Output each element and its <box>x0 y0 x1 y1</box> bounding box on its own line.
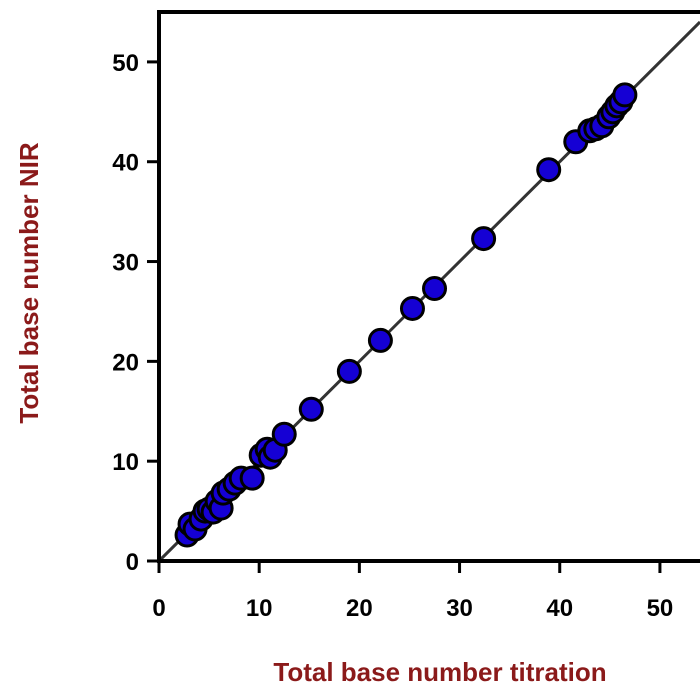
x-axis-title: Total base number titration <box>273 657 606 687</box>
data-point <box>422 275 448 301</box>
data-point <box>536 157 562 183</box>
data-point <box>239 465 265 491</box>
axes <box>157 10 700 563</box>
x-tick-label: 0 <box>152 595 165 622</box>
ticks: 0 10 20 30 40 50 0 10 20 30 40 50 <box>112 50 673 622</box>
x-tick-label: 50 <box>647 595 674 622</box>
y-tick-label: 10 <box>112 449 139 476</box>
data-points <box>174 82 638 548</box>
data-point <box>271 421 297 447</box>
x-tick-label: 40 <box>546 595 573 622</box>
data-point <box>298 396 324 422</box>
y-axis-title: Total base number NIR <box>14 142 44 423</box>
y-tick-label: 40 <box>112 150 139 177</box>
y-tick-label: 20 <box>112 349 139 376</box>
y-tick-label: 30 <box>112 250 139 277</box>
data-point <box>471 226 497 252</box>
y-tick-label: 50 <box>112 50 139 77</box>
data-point <box>336 358 362 384</box>
data-point <box>367 327 393 353</box>
x-tick-label: 30 <box>446 595 473 622</box>
data-point <box>612 82 638 108</box>
x-tick-label: 10 <box>246 595 273 622</box>
y-tick-label: 0 <box>126 549 139 576</box>
x-tick-label: 20 <box>346 595 373 622</box>
data-point <box>399 295 425 321</box>
